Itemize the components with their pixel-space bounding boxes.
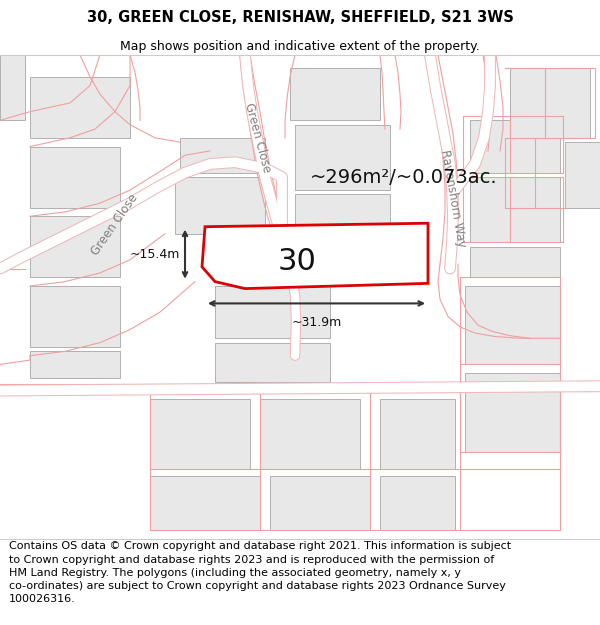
Text: Contains OS data © Crown copyright and database right 2021. This information is : Contains OS data © Crown copyright and d… (9, 541, 511, 604)
Polygon shape (470, 121, 560, 172)
Polygon shape (565, 142, 600, 208)
Polygon shape (270, 476, 370, 530)
Polygon shape (30, 77, 130, 138)
Polygon shape (465, 286, 560, 364)
Polygon shape (380, 476, 455, 530)
Polygon shape (150, 476, 260, 530)
Polygon shape (30, 216, 120, 278)
Polygon shape (465, 373, 560, 452)
Polygon shape (175, 177, 265, 234)
Polygon shape (215, 342, 330, 382)
Polygon shape (215, 286, 330, 338)
Polygon shape (295, 125, 390, 190)
Polygon shape (510, 68, 590, 138)
Text: 30, GREEN CLOSE, RENISHAW, SHEFFIELD, S21 3WS: 30, GREEN CLOSE, RENISHAW, SHEFFIELD, S2… (86, 10, 514, 25)
Text: ~296m²/~0.073ac.: ~296m²/~0.073ac. (310, 168, 497, 186)
Text: Green Close: Green Close (89, 192, 141, 258)
Polygon shape (30, 286, 120, 347)
Polygon shape (260, 399, 360, 469)
Text: ~31.9m: ~31.9m (292, 316, 341, 329)
Text: Map shows position and indicative extent of the property.: Map shows position and indicative extent… (120, 39, 480, 52)
Text: Ravenshorn Way: Ravenshorn Way (438, 149, 468, 249)
Polygon shape (470, 177, 560, 242)
Polygon shape (290, 68, 380, 121)
Text: 30: 30 (278, 248, 317, 276)
Text: ~15.4m: ~15.4m (130, 248, 180, 261)
Polygon shape (470, 247, 560, 278)
Polygon shape (150, 399, 250, 469)
Polygon shape (0, 55, 25, 121)
Text: Green Close: Green Close (242, 101, 274, 174)
Polygon shape (295, 194, 390, 251)
Polygon shape (30, 351, 120, 378)
Polygon shape (202, 223, 428, 289)
Polygon shape (180, 138, 265, 172)
Polygon shape (380, 399, 455, 469)
Polygon shape (30, 146, 120, 208)
